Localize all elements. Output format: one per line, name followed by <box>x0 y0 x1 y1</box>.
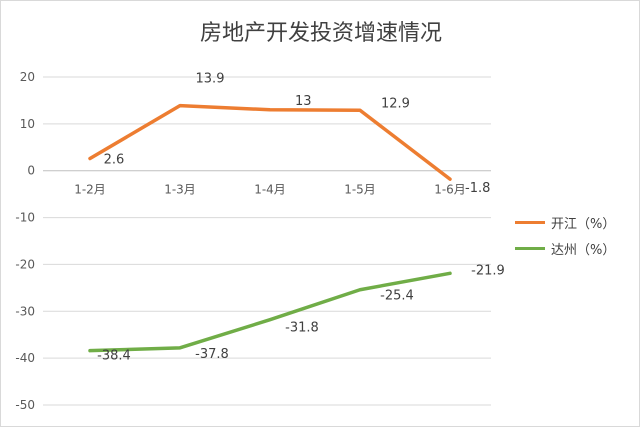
legend-label-kaijiang: 开江（%） <box>551 216 616 232</box>
data-label: -1.8 <box>465 181 490 196</box>
legend-item-kaijiang: 开江（%） <box>515 209 615 235</box>
x-tick-label: 1-5月 <box>344 183 376 197</box>
legend-swatch-kaijiang <box>515 220 545 224</box>
series-line-1 <box>88 271 452 353</box>
data-label: 13 <box>295 94 312 109</box>
series-line-0 <box>88 103 452 181</box>
y-tick-label: -30 <box>15 304 35 318</box>
y-tick-label: 0 <box>27 164 35 178</box>
legend: 开江（%） 达州（%） <box>515 209 615 261</box>
legend-label-dazhou: 达州（%） <box>551 242 616 258</box>
x-tick-label: 1-2月 <box>74 183 106 197</box>
x-tick-label: 1-6月 <box>434 183 466 197</box>
y-tick-label: 10 <box>20 117 35 131</box>
data-label: 2.6 <box>104 153 125 168</box>
data-label: -21.9 <box>471 263 505 278</box>
y-tick-label: -10 <box>15 211 35 225</box>
data-label: -31.8 <box>285 321 319 336</box>
data-label: -38.4 <box>97 349 131 364</box>
x-tick-label: 1-4月 <box>254 183 286 197</box>
data-label: 13.9 <box>196 72 225 87</box>
y-tick-label: -40 <box>15 351 35 365</box>
y-tick-label: -50 <box>15 398 35 412</box>
legend-swatch-dazhou <box>515 246 545 250</box>
y-tick-label: 20 <box>20 70 35 84</box>
data-label: -37.8 <box>195 347 229 362</box>
data-label: -25.4 <box>380 289 414 304</box>
data-label: 12.9 <box>381 96 410 111</box>
y-tick-label: -20 <box>15 257 35 271</box>
legend-item-dazhou: 达州（%） <box>515 235 615 261</box>
x-tick-label: 1-3月 <box>164 183 196 197</box>
chart-title: 房地产开发投资增速情况 <box>199 21 442 46</box>
